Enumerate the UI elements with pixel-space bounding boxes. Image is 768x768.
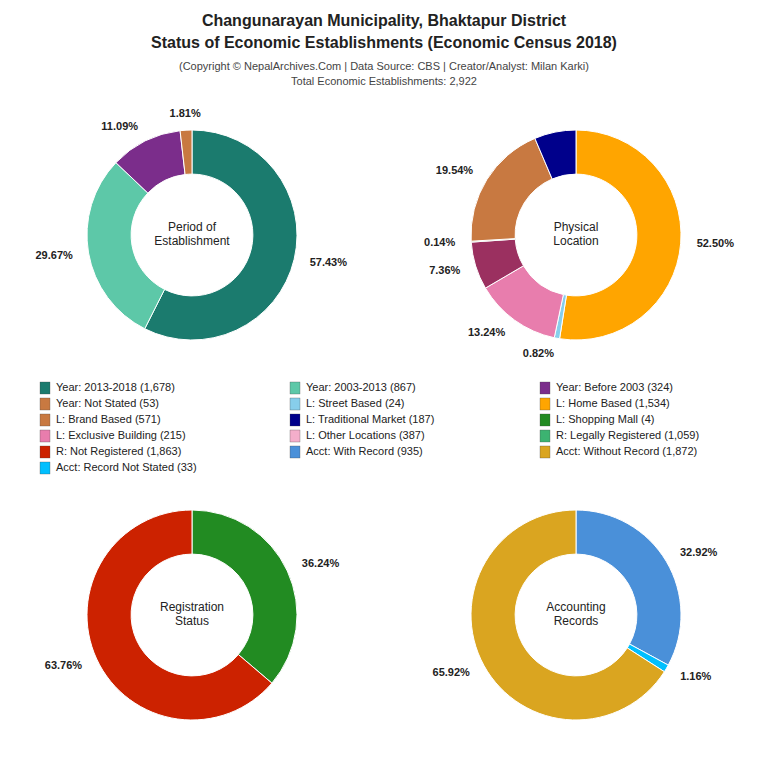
legend-item: L: Traditional Market (187) [290,413,434,426]
legend-item: Acct: Without Record (1,872) [540,445,697,458]
data-label: 29.67% [35,249,73,261]
pie-slice [471,510,664,720]
legend-item: Acct: With Record (935) [290,445,423,458]
pie-center-label: PhysicalLocation [553,220,598,248]
legend-label: L: Traditional Market (187) [306,413,434,425]
legend-swatch [540,382,550,394]
pie-slice [192,510,297,683]
data-label: 11.09% [101,120,138,132]
data-label: 57.43% [310,256,348,268]
legend-swatch [540,398,550,410]
pie-center-label: RegistrationStatus [160,600,224,628]
data-label: 1.81% [170,107,201,119]
data-label: 1.16% [680,670,711,682]
pie-slice [180,130,192,174]
pie-chart: AccountingRecords 32.92% 1.16% 65.92% [433,510,718,720]
legend-label: L: Brand Based (571) [56,413,161,425]
legend-label: L: Street Based (24) [306,397,404,409]
legend-label: R: Legally Registered (1,059) [556,429,699,441]
data-label: 0.14% [424,236,455,248]
legend-item: L: Brand Based (571) [40,413,161,426]
legend-swatch [290,382,300,394]
legend-item: L: Shopping Mall (4) [540,413,654,426]
title: Status of Economic Establishments (Econo… [151,34,617,51]
data-label: 13.24% [468,326,506,338]
pie-chart: RegistrationStatus 36.24% 63.76% [45,510,340,720]
legend-item: Year: 2003-2013 (867) [290,381,416,394]
pie-slice [87,510,272,720]
legend-swatch [540,446,550,458]
title: Changunarayan Municipality, Bhaktapur Di… [202,12,567,29]
legend-label: L: Other Locations (387) [306,429,425,441]
slices [471,510,681,720]
pie-chart: PhysicalLocation 52.50% 0.82% 13.24% 7.36% 0.… [424,130,734,359]
legend: Year: 2013-2018 (1,678) Year: 2003-2013 (… [40,381,699,474]
data-label: 52.50% [697,237,735,249]
legend-item: Acct: Record Not Stated (33) [40,461,197,474]
pie-center-label: AccountingRecords [546,600,605,628]
slices [471,130,681,340]
legend-label: R: Not Registered (1,863) [56,445,181,457]
legend-label: Year: Before 2003 (324) [556,381,673,393]
data-label: 0.82% [523,347,554,359]
legend-item: L: Other Locations (387) [290,429,425,442]
legend-item: R: Not Registered (1,863) [40,445,181,458]
pie-slice [471,239,523,288]
pie-slice [535,130,576,179]
legend-swatch [40,398,50,410]
legend-swatch [40,446,50,458]
slices [87,130,297,340]
legend-label: Year: 2003-2013 (867) [306,381,416,393]
slices [87,510,297,720]
data-label: 36.24% [302,557,340,569]
pie-center-label: Period ofEstablishment [154,220,230,248]
legend-swatch [540,414,550,426]
legend-swatch [290,430,300,442]
legend-swatch [290,398,300,410]
legend-label: Acct: Without Record (1,872) [556,445,697,457]
legend-item: R: Legally Registered (1,059) [540,429,699,442]
legend-swatch [290,446,300,458]
legend-swatch [540,430,550,442]
legend-item: L: Street Based (24) [290,397,404,410]
subtitle: Total Economic Establishments: 2,922 [291,75,477,87]
legend-item: Year: Before 2003 (324) [540,381,673,394]
legend-label: Year: 2013-2018 (1,678) [56,381,175,393]
pie-slice [116,131,185,193]
legend-item: Year: Not Stated (53) [40,397,159,410]
pie-chart: Period ofEstablishment 57.43% 29.67% 11.09%… [35,107,347,340]
pie-slice [471,138,552,241]
legend-label: L: Exclusive Building (215) [56,429,186,441]
legend-swatch [40,382,50,394]
legend-item: L: Home Based (1,534) [540,397,670,410]
subtitle: (Copyright © NepalArchives.Com | Data So… [179,60,589,72]
legend-label: Acct: Record Not Stated (33) [56,461,197,473]
chart-canvas: Changunarayan Municipality, Bhaktapur Di… [0,0,768,768]
legend-label: L: Home Based (1,534) [556,397,670,409]
data-label: 19.54% [436,164,474,176]
data-label: 32.92% [680,546,718,558]
data-label: 65.92% [433,666,471,678]
legend-label: Acct: With Record (935) [306,445,423,457]
legend-swatch [40,462,50,474]
data-label: 63.76% [45,659,83,671]
legend-label: Year: Not Stated (53) [56,397,159,409]
legend-swatch [40,430,50,442]
data-label: 7.36% [429,264,460,276]
legend-swatch [40,414,50,426]
pie-slice [576,510,681,665]
legend-swatch [290,414,300,426]
legend-label: L: Shopping Mall (4) [556,413,654,425]
legend-item: Year: 2013-2018 (1,678) [40,381,175,394]
legend-item: L: Exclusive Building (215) [40,429,186,442]
